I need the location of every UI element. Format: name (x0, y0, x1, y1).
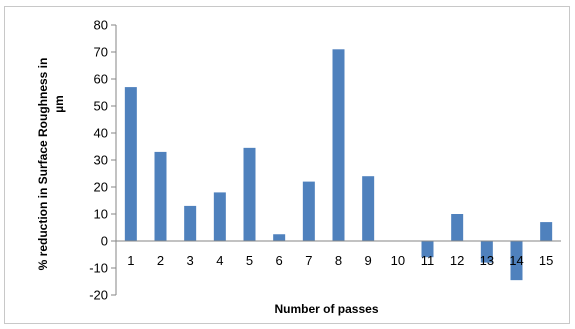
bar-pass-2 (154, 151, 167, 241)
y-tick-label: 60 (94, 72, 108, 87)
bar-pass-8 (332, 49, 345, 241)
bar-pass-15 (540, 222, 553, 241)
bar-pass-12 (451, 214, 464, 241)
x-tick-label: 10 (391, 253, 405, 268)
x-tick-label: 12 (450, 253, 464, 268)
chart-frame: -20 -10 0 10 20 30 40 50 60 70 80 1 2 3 4 5 6 7 8 9 10 11 12 1… (4, 6, 570, 324)
x-tick-label: 1 (127, 253, 134, 268)
y-tick-label: 70 (94, 45, 108, 60)
x-axis-title: Number of passes (274, 302, 378, 316)
x-tick-label: 3 (187, 253, 194, 268)
bar-pass-11 (421, 241, 434, 258)
bar-pass-9 (362, 176, 375, 241)
bar-pass-14 (510, 241, 523, 281)
y-tick-label: 40 (94, 126, 108, 141)
x-tick-label: 4 (216, 253, 223, 268)
x-tick-label: 5 (246, 253, 253, 268)
y-tick-label: 30 (94, 153, 108, 168)
bar-pass-7 (302, 181, 315, 241)
x-tick-label: 6 (276, 253, 283, 268)
bar-pass-13 (480, 241, 493, 263)
x-tick-label: 13 (480, 253, 494, 268)
y-axis-tick-labels: -20 -10 0 10 20 30 40 50 60 70 80 (89, 18, 116, 303)
y-tick-label: 80 (94, 18, 108, 33)
x-axis-tick-labels: 1 2 3 4 5 6 7 8 9 10 11 12 13 14 15 (127, 253, 553, 268)
y-tick-label: 50 (94, 99, 108, 114)
bars (124, 49, 553, 281)
y-tick-label: 10 (94, 207, 108, 222)
bar-pass-4 (213, 192, 226, 241)
y-axis-title-line-1: % reduction in Surface Roughness in (36, 58, 50, 271)
x-tick-label: 11 (421, 253, 435, 268)
x-tick-label: 9 (365, 253, 372, 268)
y-tick-label: -20 (89, 288, 108, 303)
y-tick-label: 20 (94, 180, 108, 195)
bar-pass-3 (184, 205, 197, 241)
bar-pass-6 (273, 234, 286, 241)
x-tick-label: 14 (509, 253, 523, 268)
y-tick-label: -10 (89, 261, 108, 276)
bar-pass-5 (243, 147, 256, 241)
x-tick-label: 8 (335, 253, 342, 268)
y-tick-label: 0 (101, 234, 108, 249)
x-tick-label: 15 (539, 253, 553, 268)
x-tick-label: 2 (157, 253, 164, 268)
x-tick-label: 7 (305, 253, 312, 268)
bar-pass-1 (124, 87, 137, 241)
y-axis-title-line-2: µm (52, 95, 66, 113)
